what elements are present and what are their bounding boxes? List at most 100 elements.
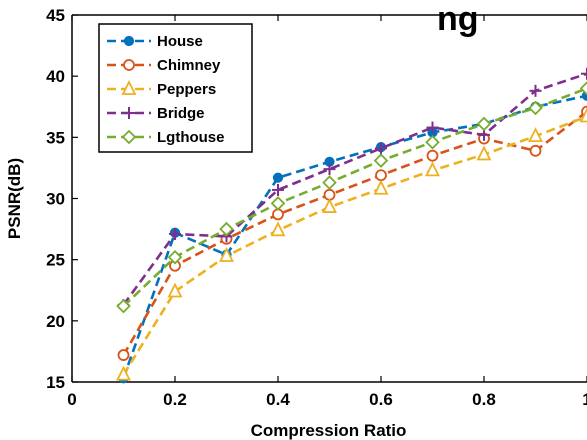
data-point-chimney	[272, 208, 284, 221]
y-tick-label: 30	[46, 190, 65, 209]
legend-entry-house: House	[107, 33, 203, 50]
marker-circle-open	[529, 144, 542, 157]
y-tick-label: 45	[46, 6, 65, 25]
x-tick-label: 1	[582, 390, 587, 409]
marker-triangle	[219, 246, 234, 262]
data-point-bridge	[426, 121, 439, 134]
legend-label-bridge: Bridge	[157, 105, 205, 122]
marker-triangle	[579, 107, 587, 123]
data-point-bridge	[529, 84, 542, 97]
marker-diamond	[322, 175, 337, 190]
series-line-bridge	[122, 72, 587, 306]
marker-triangle	[167, 282, 183, 298]
marker-circle-open	[272, 208, 284, 221]
data-point-peppers	[322, 198, 337, 213]
data-point-lgthouse	[373, 153, 389, 168]
data-point-peppers	[579, 107, 587, 123]
data-point-chimney	[117, 349, 130, 361]
series-line-lgthouse	[122, 87, 587, 308]
marker-triangle	[476, 145, 492, 161]
data-point-peppers	[270, 221, 286, 237]
data-point-lgthouse	[219, 221, 234, 237]
data-point-lgthouse	[116, 298, 131, 314]
legend-label-chimney: Chimney	[157, 57, 221, 74]
data-point-bridge	[581, 67, 587, 80]
marker-triangle	[270, 221, 286, 237]
y-tick-label: 35	[46, 128, 65, 147]
data-point-peppers	[167, 282, 183, 298]
series-peppers	[116, 107, 587, 381]
data-point-chimney	[529, 144, 542, 157]
legend-entry-bridge: Bridge	[107, 105, 205, 122]
data-point-peppers	[425, 161, 440, 177]
legend-label-house: House	[157, 33, 203, 50]
marker-diamond	[528, 100, 543, 116]
x-tick-label: 0	[67, 390, 76, 409]
x-tick-label: 0.4	[266, 390, 290, 409]
marker-circle-open	[375, 169, 387, 182]
data-point-lgthouse	[167, 249, 183, 265]
legend-entry-chimney: Chimney	[107, 57, 221, 74]
data-point-chimney	[426, 149, 439, 162]
y-tick-label: 15	[46, 373, 65, 392]
data-point-peppers	[476, 145, 492, 161]
data-point-peppers	[528, 127, 543, 143]
data-point-peppers	[219, 246, 234, 262]
marker-triangle	[373, 179, 389, 195]
series-lgthouse	[116, 81, 587, 314]
data-point-lgthouse	[425, 134, 440, 150]
legend-entry-lgthouse: Lgthouse	[107, 129, 225, 146]
marker-triangle	[528, 127, 543, 143]
marker-triangle	[116, 365, 131, 381]
marker-triangle	[121, 79, 137, 95]
x-tick-label: 0.8	[472, 390, 496, 409]
y-tick-label: 40	[46, 67, 65, 86]
y-axis-title: PSNR(dB)	[5, 158, 24, 239]
data-point-bridge	[272, 183, 284, 196]
legend-label-lgthouse: Lgthouse	[157, 129, 225, 146]
data-point-house	[272, 172, 284, 183]
data-point-lgthouse	[579, 81, 587, 96]
chart-title-fragment: ng	[437, 0, 479, 38]
marker-triangle	[322, 198, 337, 213]
marker-diamond	[476, 116, 492, 132]
legend-entry-peppers: Peppers	[107, 79, 216, 98]
data-point-lgthouse	[270, 196, 286, 211]
y-tick-label: 25	[46, 251, 65, 270]
data-point-peppers	[116, 365, 131, 381]
series-bridge	[117, 67, 587, 311]
marker-diamond	[425, 134, 440, 150]
marker-triangle	[425, 161, 440, 177]
legend-marker-peppers	[121, 79, 137, 95]
marker-diamond	[116, 298, 131, 314]
data-point-lgthouse	[322, 175, 337, 190]
data-point-bridge	[169, 227, 181, 240]
marker-circle	[123, 35, 135, 47]
marker-diamond	[219, 221, 234, 237]
marker-circle-open	[117, 349, 130, 361]
marker-circle-open	[123, 59, 135, 71]
marker-diamond	[121, 129, 137, 145]
data-point-lgthouse	[528, 100, 543, 116]
legend: House Chimney Peppers Bridge Lgthouse	[98, 23, 253, 153]
x-axis-title: Compression Ratio	[251, 421, 407, 440]
data-point-bridge	[375, 142, 387, 155]
marker-circle-open	[426, 149, 439, 162]
legend-marker-chimney	[123, 59, 135, 71]
marker-circle	[272, 172, 284, 183]
y-tick-label: 20	[46, 312, 65, 331]
legend-label-peppers: Peppers	[157, 81, 216, 98]
marker-diamond	[579, 81, 587, 96]
data-point-peppers	[373, 179, 389, 195]
marker-diamond	[167, 249, 183, 265]
data-point-lgthouse	[476, 116, 492, 132]
x-tick-label: 0.2	[163, 390, 187, 409]
legend-marker-bridge	[123, 107, 135, 119]
data-point-bridge	[323, 163, 336, 176]
legend-marker-house	[123, 35, 135, 47]
data-point-chimney	[375, 169, 387, 182]
series-line-peppers	[122, 115, 587, 376]
marker-diamond	[373, 153, 389, 168]
